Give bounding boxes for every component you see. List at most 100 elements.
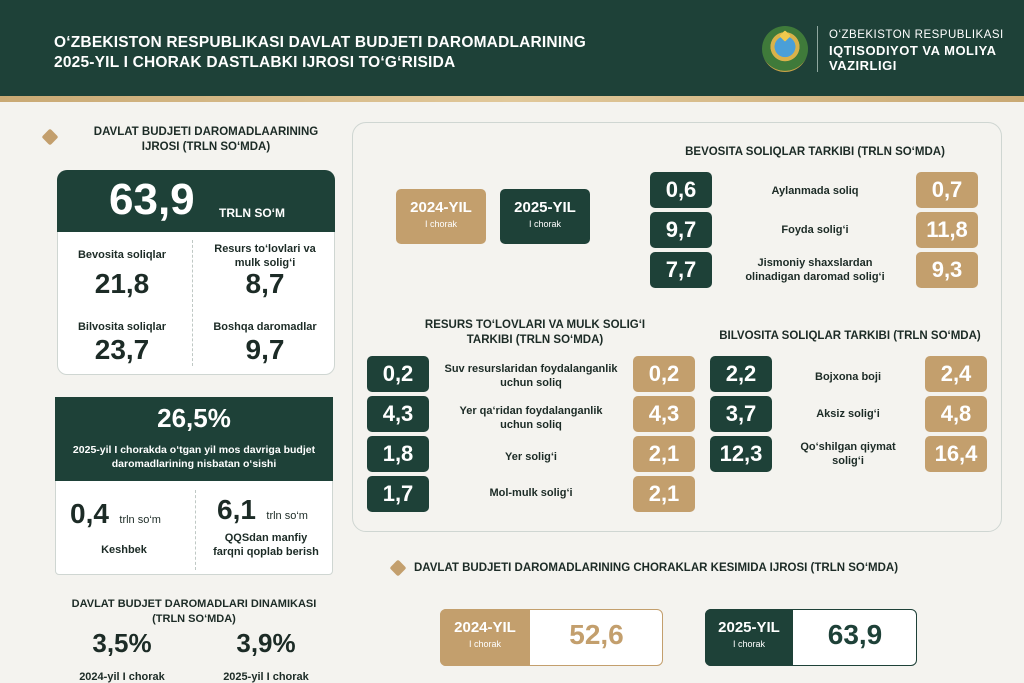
dynamics-2025-percent: 3,9% [236, 628, 296, 658]
quarter-2024-year: 2024-YIL [454, 619, 516, 636]
title-line-2: 2025-YIL I CHORAK DASTLABKI IJROSI TO‘G‘… [54, 54, 456, 71]
quarter-2025-year: 2025-YIL [718, 619, 780, 636]
year-2024-quarter: I chorak [424, 219, 457, 229]
cashback-unit: trln so‘m [119, 514, 161, 526]
direct-2025-value: 9,3 [916, 252, 978, 288]
indirect-2025-value: 4,8 [925, 396, 987, 432]
indirect-2025-value: 16,4 [925, 436, 987, 472]
indirect-2025-value: 2,4 [925, 356, 987, 392]
execution-divider [192, 240, 193, 366]
indirect-2024-value: 2,2 [710, 356, 772, 392]
year-2025-label: 2025-YIL [514, 199, 576, 216]
resource-payments-value: 8,7 [245, 268, 285, 299]
year-2025-badge: 2025-YIL I chorak [500, 189, 590, 244]
vat-label-line-2: farqni qoplab berish [213, 546, 319, 558]
resource-title-line-2: TARKIBI (TRLN SO‘MDA) [466, 334, 604, 346]
direct-2024-value: 7,7 [650, 252, 712, 288]
resource-label: Yer solig‘i [505, 451, 557, 463]
resource-label-line-2: uchun soliq [500, 419, 562, 431]
dynamics-title-line-1: DAVLAT BUDJET DAROMADLARI DINAMIKASI [71, 598, 317, 610]
dynamics-2024-label: 2024-yil I chorak [79, 671, 165, 683]
indirect-taxes-title: BILVOSITA SOLIQLAR TARKIBI (TRLN SO‘MDA) [719, 330, 981, 342]
resource-label-line-2: uchun soliq [500, 377, 562, 389]
indirect-2024-value: 12,3 [710, 436, 772, 472]
resource-2025-value: 2,1 [633, 476, 695, 512]
direct-label-line-2: olinadigan daromad solig‘i [745, 271, 885, 283]
quarter-2024-value: 52,6 [569, 619, 624, 650]
quarter-2024-quarter: I chorak [468, 639, 501, 649]
growth-percent: 26,5% [157, 403, 231, 433]
indirect-label: Qo‘shilgan qiymat solig‘i [775, 440, 921, 468]
other-revenues-value: 9,7 [245, 334, 285, 365]
indirect-label-line-1: Qo‘shilgan qiymat [800, 441, 896, 453]
resource-payments-label: Resurs to‘lovlari va mulk solig‘i [214, 243, 316, 269]
direct-label: Foyda solig‘i [781, 224, 849, 236]
header-divider [817, 26, 818, 72]
vat-unit: trln so‘m [266, 510, 308, 522]
ministry-line-3: VAZIRLIGI [829, 58, 897, 73]
direct-taxes-value: 21,8 [94, 268, 150, 299]
resource-label: Mol-mulk solig‘i [489, 487, 573, 499]
state-emblem-icon [762, 26, 808, 72]
resource-2025-value: 2,1 [633, 436, 695, 472]
growth-text-line-2: daromadlarining nisbatan o‘sishi [111, 458, 277, 470]
growth-text: 2025-yil I chorakda o‘tgan yil mos davri… [55, 443, 333, 471]
quarterly-title: DAVLAT BUDJETI DAROMADLARINING CHORAKLAR… [414, 562, 899, 574]
resource-2024-value: 1,8 [367, 436, 429, 472]
resource-2024-value: 0,2 [367, 356, 429, 392]
resource-label-line-1: Suv resurslaridan foydalanganlik [444, 363, 618, 375]
total-value: 63,9 [109, 175, 195, 224]
vat-value: 6,1 [217, 494, 256, 525]
indirect-2024-value: 3,7 [710, 396, 772, 432]
resource-2025-value: 4,3 [633, 396, 695, 432]
total-banner: 63,9 TRLN SO‘M [57, 170, 335, 232]
indirect-label: Bojxona boji [815, 371, 881, 383]
dynamics-2024-percent: 3,5% [92, 628, 152, 658]
cashback-amount: 0,4 trln so‘m [70, 498, 161, 530]
growth-banner: 26,5% 2025-yil I chorakda o‘tgan yil mos… [55, 397, 333, 481]
resource-2025-value: 0,2 [633, 356, 695, 392]
other-revenues-label: Boshqa daromadlar [213, 321, 317, 333]
diamond-icon [389, 559, 407, 577]
ministry-name: O‘ZBEKISTON RESPUBLIKASI IQTISODIYOT VA … [829, 28, 1004, 73]
direct-2024-value: 9,7 [650, 212, 712, 248]
ministry-line-2: IQTISODIYOT VA MOLIYA [829, 43, 997, 58]
vat-amount: 6,1 trln so‘m [217, 494, 308, 526]
year-2025-quarter: I chorak [528, 219, 561, 229]
quarter-2024-badge: 2024-YIL I chorak [440, 609, 530, 666]
execution-title-line-2: IJROSI (TRLN SO‘MDA) [141, 141, 271, 153]
diamond-icon [41, 128, 59, 146]
header-bar: O‘ZBEKISTON RESPUBLIKASI DAVLAT BUDJETI … [0, 0, 1024, 100]
direct-2025-value: 11,8 [916, 212, 978, 248]
indirect-label: Aksiz solig‘i [816, 408, 880, 420]
growth-divider [195, 490, 196, 570]
quarter-2025-quarter: I chorak [732, 639, 765, 649]
indirect-label-line-2: solig‘i [832, 455, 864, 467]
cashback-label: Keshbek [101, 544, 147, 556]
total-unit: TRLN SO‘M [219, 206, 285, 220]
direct-label-line-1: Jismoniy shaxslardan [757, 257, 873, 269]
resource-label-line-1: Yer qa‘ridan foydalanganlik [459, 405, 603, 417]
quarter-2025-value: 63,9 [827, 619, 883, 650]
ministry-line-1: O‘ZBEKISTON RESPUBLIKASI [829, 29, 1004, 41]
quarter-2025-badge: 2025-YIL I chorak [705, 609, 793, 666]
title-line-1: O‘ZBEKISTON RESPUBLIKASI DAVLAT BUDJETI … [54, 34, 586, 51]
dynamics-title-line-2: (TRLN SO‘MDA) [152, 613, 236, 625]
direct-taxes-title: BEVOSITA SOLIQLAR TARKIBI (TRLN SO‘MDA) [685, 146, 945, 158]
indirect-taxes-label: Bilvosita soliqlar [77, 321, 167, 333]
execution-title-line-1: DAVLAT BUDJETI DAROMADLAARINING [93, 126, 319, 138]
gold-strip [0, 96, 1024, 102]
resource-label: Yer qa‘ridan foydalanganlik uchun soliq [432, 404, 630, 432]
resource-2024-value: 4,3 [367, 396, 429, 432]
year-2024-label: 2024-YIL [410, 199, 472, 216]
tax-structure-card [352, 122, 1002, 532]
dynamics-2025-label: 2025-yil I chorak [223, 671, 309, 683]
resource-2024-value: 1,7 [367, 476, 429, 512]
cashback-value: 0,4 [70, 498, 109, 529]
page-title: O‘ZBEKISTON RESPUBLIKASI DAVLAT BUDJETI … [54, 33, 586, 73]
year-2024-badge: 2024-YIL I chorak [396, 189, 486, 244]
direct-2024-value: 0,6 [650, 172, 712, 208]
direct-label: Aylanmada soliq [771, 185, 859, 197]
direct-taxes-label: Bevosita soliqlar [77, 249, 167, 261]
dynamics-title: DAVLAT BUDJET DAROMADLARI DINAMIKASI (TR… [55, 597, 333, 627]
